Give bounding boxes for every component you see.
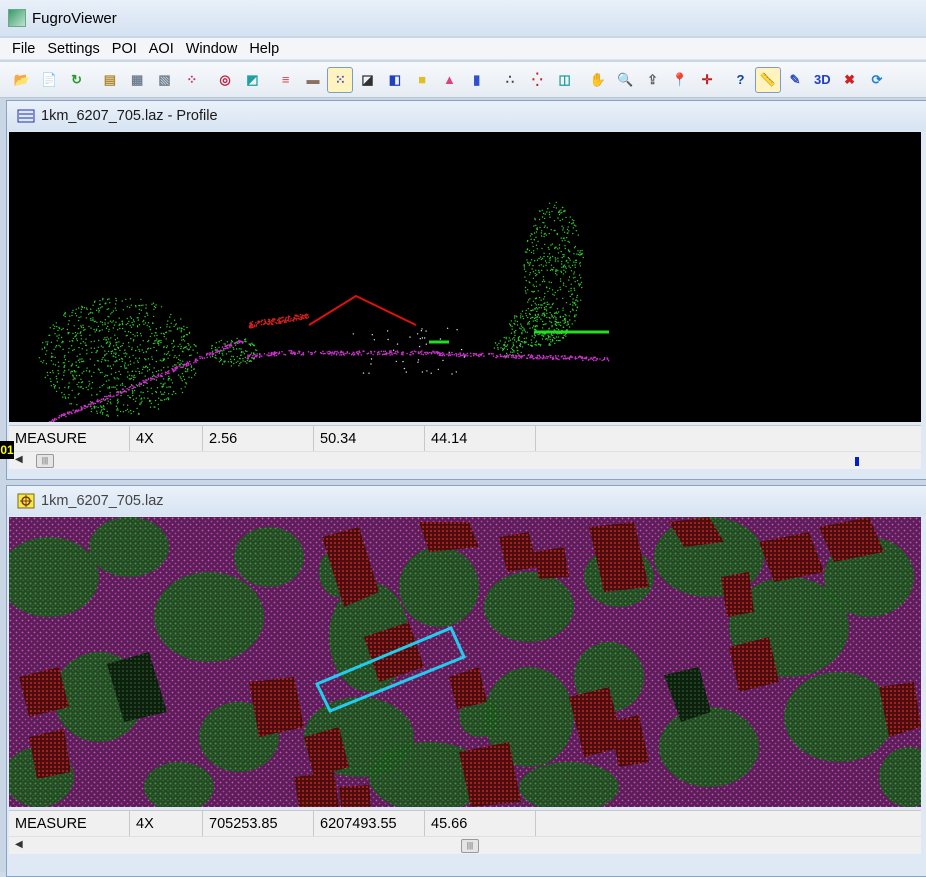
profile-viewport[interactable] [9,132,921,422]
color-ramp-icon[interactable]: ◧ [388,71,401,87]
plan-statusbar: MEASURE 4X 705253.85 6207493.55 45.66 [9,810,921,837]
tin-surface-icon[interactable]: ◩ [246,71,259,87]
measure-ruler-icon[interactable]: 📏 [754,66,781,93]
color-by-intensity-icon[interactable]: ▬ [306,72,320,87]
sparse-points-icon[interactable]: ∴ [505,71,515,87]
plan-status-z: 45.66 [425,811,536,837]
app-title: FugroViewer [32,9,117,27]
zoom-icon[interactable]: 🔍 [617,71,634,87]
refresh-icon[interactable]: ⟳ [871,71,883,87]
pencil-icon[interactable]: ✎ [789,71,801,87]
profile-status-mode: MEASURE [9,426,130,452]
menu-settings[interactable]: Settings [47,40,100,57]
layers-icon[interactable]: ▦ [131,71,144,87]
reload-arrow-icon[interactable]: ↻ [71,71,83,87]
point-grid-icon[interactable]: ⁘ [186,71,198,87]
view-3d-icon[interactable]: 3D [814,72,831,87]
plan-dark-roof [107,652,167,722]
menu-help[interactable]: Help [249,40,280,57]
plan-window-titlebar[interactable]: 1km_6207_705.laz [7,486,926,516]
plan-scroll-thumb[interactable]: ||| [461,839,479,853]
plan-status-y: 6207493.55 [314,811,425,837]
crosshair-icon[interactable]: ✛ [701,71,713,87]
side-marker-badge: 01 [0,441,14,459]
profile-roof-line [308,294,417,326]
profile-window-titlebar[interactable]: 1km_6207_705.laz - Profile [7,101,926,131]
plan-horizontal-scrollbar[interactable]: ◀ ||| [9,836,921,854]
plan-profile-selection-box[interactable] [314,626,467,713]
color-by-return-icon[interactable]: ◪ [361,71,374,87]
profile-status-x: 2.56 [203,426,314,452]
profile-status-y: 50.34 [314,426,425,452]
color-triangle-icon[interactable]: ▲ [443,72,456,87]
profile-statusbar: MEASURE 4X 2.56 50.34 44.14 [9,425,921,452]
menu-file[interactable]: File [12,40,36,57]
profile-unclassified-points [352,327,466,375]
title-bar: FugroViewer [0,0,926,36]
plan-status-x: 705253.85 [203,811,314,837]
add-file-icon[interactable]: 📄 [41,71,58,87]
profile-horizontal-scrollbar[interactable]: ◀ ||| [9,451,921,469]
profile-scroll-position-marker [855,457,859,466]
plan-dark-roof-2 [664,667,711,722]
plan-viewport[interactable] [9,517,921,807]
scroll-left-arrow-icon[interactable]: ◀ [15,454,23,465]
plan-scroll-left-arrow-icon[interactable]: ◀ [15,839,23,850]
profile-status-z: 44.14 [425,426,536,452]
menu-aoi[interactable]: AOI [148,40,174,57]
poi-pin-icon[interactable]: 📍 [671,71,688,87]
profile-window-title: 1km_6207_705.laz - Profile [41,108,218,124]
export-icon[interactable]: ⇪ [647,71,658,87]
color-by-elevation-icon[interactable]: ≡ [281,72,290,87]
profile-status-zoom: 4X [130,426,203,452]
color-rgb-icon[interactable]: ■ [418,72,427,87]
profile-background [9,132,921,422]
pan-hand-icon[interactable]: ✋ [589,71,607,87]
plan-view-icon [17,493,35,509]
add-layer-icon[interactable]: ▤ [103,71,117,87]
profile-ground-points [48,339,610,422]
profile-view-icon [17,109,35,123]
menu-poi[interactable]: POI [111,40,137,57]
plan-status-zoom: 4X [130,811,203,837]
menu-bar: File Settings POI AOI Window Help [0,38,926,60]
layer-settings-icon[interactable]: ▧ [158,71,171,87]
color-bars-icon[interactable]: ▮ [473,71,481,87]
app-logo-icon [8,9,26,27]
profile-status-empty [536,426,921,452]
open-folder-icon[interactable]: 📂 [13,71,31,87]
plan-status-mode: MEASURE [9,811,130,837]
profile-vegetation-points [38,201,584,417]
fit-view-icon[interactable]: ◫ [558,71,571,87]
close-red-icon[interactable]: ✖ [844,71,856,87]
contour-icon[interactable]: ◎ [219,71,231,87]
profile-scroll-thumb[interactable]: ||| [36,454,54,468]
dense-points-icon[interactable]: ⁛ [532,71,543,87]
query-icon[interactable]: ? [736,72,745,87]
profile-roof-points [248,313,310,329]
plan-status-empty [536,811,921,837]
color-by-class-icon[interactable]: ⁙ [327,66,354,93]
menu-window[interactable]: Window [185,40,238,57]
plan-window-title: 1km_6207_705.laz [41,493,164,509]
toolbar: 📂 📄 ↻ ▤ ▦ ▧ ⁘ ◎ ◩ ≡ ▬ ⁙ ◪ ◧ ■ ▲ ▮ ∴ ⁛ ◫ ✋ 🔍 ⇪ 📍 ✛? 📏 ✎ 3D ✖ ⟳ [0,62,926,98]
